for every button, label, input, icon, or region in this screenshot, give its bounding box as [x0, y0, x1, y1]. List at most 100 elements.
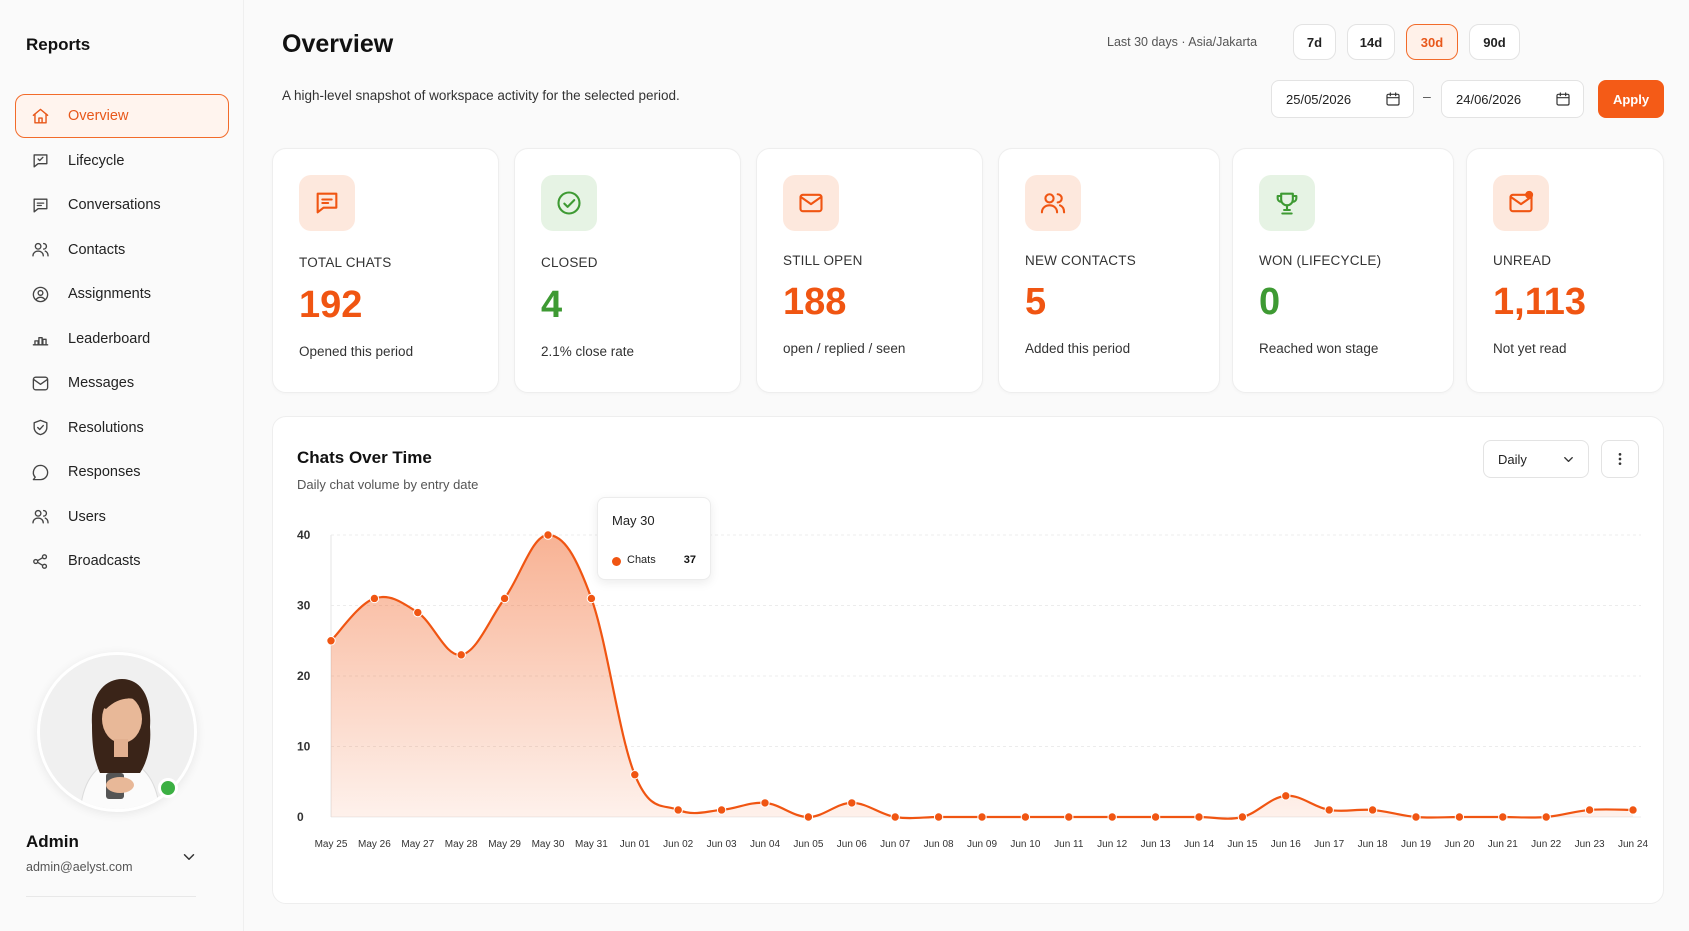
data-point — [1584, 805, 1595, 815]
range-7d-button[interactable]: 7d — [1293, 24, 1336, 60]
x-tick-label: May 27 — [401, 839, 434, 850]
kpi-note: Added this period — [1025, 341, 1131, 356]
data-point — [326, 636, 336, 646]
contacts-icon — [30, 240, 50, 260]
x-tick-label: Jun 08 — [924, 839, 954, 850]
apply-button[interactable]: Apply — [1598, 80, 1664, 118]
x-tick-label: May 26 — [358, 839, 391, 850]
x-tick-label: May 28 — [445, 839, 478, 850]
data-point — [1150, 812, 1161, 822]
sidebar-item-conversations[interactable]: Conversations — [15, 183, 229, 227]
chat-icon — [299, 175, 355, 231]
x-tick-label: Jun 19 — [1401, 839, 1431, 850]
chart-title: Chats Over Time — [297, 448, 432, 467]
data-point — [1107, 812, 1117, 822]
data-point — [1411, 812, 1421, 822]
sidebar-item-overview[interactable]: Overview — [15, 94, 229, 138]
x-tick-label: Jun 23 — [1575, 839, 1605, 850]
kpi-card-total-chats: TOTAL CHATS 192 Opened this period — [272, 148, 499, 393]
date-to-field[interactable]: 24/06/2026 — [1441, 80, 1584, 118]
page-subtitle: A high-level snapshot of workspace activ… — [282, 88, 680, 103]
x-tick-label: Jun 09 — [967, 839, 997, 850]
range-30d-button[interactable]: 30d — [1406, 24, 1458, 60]
date-from-field[interactable]: 25/05/2026 — [1271, 80, 1414, 118]
x-tick-label: Jun 10 — [1010, 839, 1040, 850]
resolutions-icon — [30, 418, 50, 438]
sidebar-item-contacts[interactable]: Contacts — [15, 228, 229, 272]
range-14d-button[interactable]: 14d — [1347, 24, 1395, 60]
sidebar-item-leaderboard[interactable]: Leaderboard — [15, 317, 229, 361]
kpi-note: Opened this period — [299, 344, 414, 359]
kpi-value: 5 — [1025, 281, 1047, 323]
lifecycle-icon — [30, 151, 50, 171]
kpi-value: 0 — [1259, 281, 1281, 323]
kpi-note: Reached won stage — [1259, 341, 1379, 356]
sidebar-item-label: Overview — [68, 108, 129, 124]
granularity-value: Daily — [1498, 451, 1527, 467]
sidebar-item-label: Conversations — [68, 197, 161, 213]
user-name: Admin — [26, 832, 79, 851]
calendar-icon — [1386, 92, 1400, 106]
y-tick-label: 10 — [297, 740, 311, 754]
sidebar-item-responses[interactable]: Responses — [15, 450, 229, 494]
kpi-value: 1,113 — [1493, 281, 1586, 323]
data-point — [630, 770, 640, 780]
data-point — [716, 805, 727, 815]
data-point — [1020, 812, 1031, 822]
y-tick-label: 20 — [297, 669, 311, 683]
kpi-label: WON (LIFECYCLE) — [1259, 253, 1382, 268]
x-tick-label: Jun 17 — [1314, 839, 1344, 850]
sidebar-item-users[interactable]: Users — [15, 495, 229, 539]
sidebar-item-messages[interactable]: Messages — [15, 361, 229, 405]
x-tick-label: Jun 07 — [880, 839, 910, 850]
sidebar-item-label: Contacts — [68, 241, 126, 258]
range-info: Last 30 days · Asia/Jakarta — [1107, 35, 1258, 49]
kpi-card-still-open: STILL OPEN 188 open / replied / seen — [756, 148, 983, 393]
sidebar-item-assignments[interactable]: Assignments — [15, 272, 229, 316]
y-tick-label: 0 — [297, 810, 304, 824]
kpi-card-unread: UNREAD 1,113 Not yet read — [1466, 148, 1664, 393]
x-tick-label: Jun 11 — [1054, 839, 1084, 850]
sidebar-item-label: Leaderboard — [68, 330, 151, 347]
data-point — [456, 650, 466, 660]
data-point — [1064, 812, 1074, 822]
x-tick-label: Jun 21 — [1488, 839, 1518, 850]
sidebar-item-broadcasts[interactable]: Broadcasts — [15, 539, 229, 583]
data-point — [847, 798, 857, 808]
x-tick-label: Jun 04 — [750, 839, 780, 850]
range-90d-button[interactable]: 90d — [1469, 24, 1520, 60]
granularity-select[interactable]: Daily — [1483, 440, 1589, 478]
more-options-button[interactable] — [1601, 440, 1639, 478]
kpi-note: Not yet read — [1493, 341, 1567, 356]
new-contacts-icon — [1025, 175, 1081, 231]
data-point — [1237, 812, 1248, 822]
chart-panel: Chats Over Time Daily chat volume by ent… — [272, 416, 1664, 904]
user-email: admin@aelyst.com — [26, 860, 133, 874]
unread-mail-icon — [1493, 175, 1549, 231]
data-point — [933, 812, 944, 822]
date-from-value: 25/05/2026 — [1286, 91, 1352, 107]
x-tick-label: Jun 20 — [1444, 839, 1474, 850]
chevron-down-icon[interactable] — [180, 848, 198, 866]
x-tick-label: Jun 22 — [1531, 839, 1561, 850]
tooltip-series-dot — [612, 557, 621, 566]
chart-subtitle: Daily chat volume by entry date — [297, 477, 479, 492]
x-tick-label: Jun 16 — [1271, 839, 1301, 850]
date-separator: – — [1423, 88, 1431, 104]
data-point — [760, 798, 770, 808]
check-circle-icon — [541, 175, 597, 231]
chart-tooltip: May 30 Chats 37 — [597, 497, 711, 580]
y-tick-label: 40 — [297, 528, 311, 542]
kpi-value: 192 — [299, 284, 363, 326]
sidebar-item-resolutions[interactable]: Resolutions — [15, 406, 229, 450]
sidebar-item-label: Responses — [68, 464, 141, 480]
tooltip-series-name: Chats — [627, 554, 656, 566]
sidebar-item-label: Assignments — [68, 286, 152, 302]
kpi-card-won: WON (LIFECYCLE) 0 Reached won stage — [1232, 148, 1454, 393]
page-title: Overview — [282, 30, 394, 58]
x-tick-label: Jun 15 — [1227, 839, 1257, 850]
sidebar-item-lifecycle[interactable]: Lifecycle — [15, 139, 229, 183]
online-status-dot — [158, 778, 178, 798]
data-point — [413, 607, 423, 618]
users-icon — [30, 507, 50, 527]
